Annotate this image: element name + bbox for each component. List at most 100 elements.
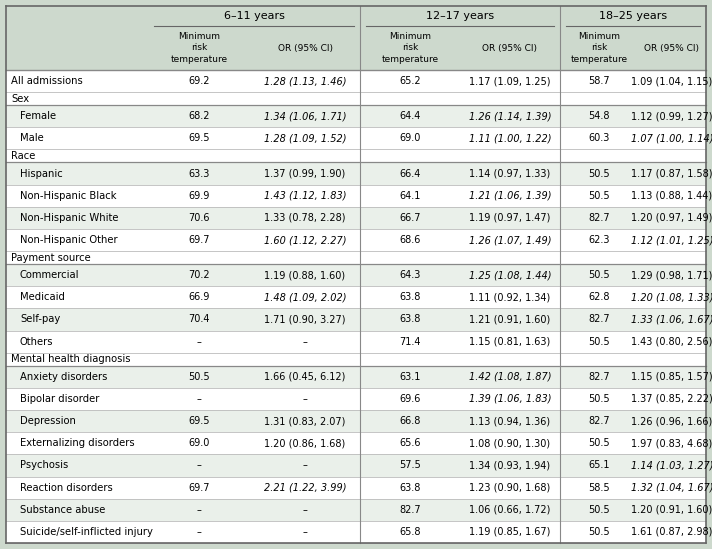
Text: 69.5: 69.5 <box>188 416 210 426</box>
Text: 1.43 (0.80, 2.56): 1.43 (0.80, 2.56) <box>632 337 712 346</box>
Text: 66.4: 66.4 <box>399 169 421 178</box>
Text: 65.2: 65.2 <box>399 76 421 86</box>
Text: Non-Hispanic Black: Non-Hispanic Black <box>20 191 117 201</box>
Text: 66.7: 66.7 <box>399 213 421 223</box>
Text: 64.4: 64.4 <box>399 111 421 121</box>
Text: 60.3: 60.3 <box>588 133 609 143</box>
Text: 1.21 (0.91, 1.60): 1.21 (0.91, 1.60) <box>469 315 550 324</box>
Text: 1.19 (0.97, 1.47): 1.19 (0.97, 1.47) <box>469 213 550 223</box>
Text: 1.09 (1.04, 1.15): 1.09 (1.04, 1.15) <box>632 76 712 86</box>
Text: 50.5: 50.5 <box>588 505 609 515</box>
Text: 58.5: 58.5 <box>588 483 609 492</box>
Text: 68.6: 68.6 <box>399 235 421 245</box>
Text: 64.3: 64.3 <box>399 270 421 280</box>
Bar <box>6 264 706 286</box>
Text: 82.7: 82.7 <box>588 315 609 324</box>
Text: 1.14 (1.03, 1.27): 1.14 (1.03, 1.27) <box>631 461 712 470</box>
Text: 1.29 (0.98, 1.71): 1.29 (0.98, 1.71) <box>632 270 712 280</box>
Text: 1.37 (0.99, 1.90): 1.37 (0.99, 1.90) <box>264 169 345 178</box>
Text: 70.6: 70.6 <box>188 213 210 223</box>
Text: –: – <box>303 505 308 515</box>
Text: Substance abuse: Substance abuse <box>20 505 105 515</box>
Text: 64.1: 64.1 <box>399 191 421 201</box>
Text: 50.5: 50.5 <box>188 372 210 382</box>
Text: 1.14 (0.97, 1.33): 1.14 (0.97, 1.33) <box>469 169 550 178</box>
Text: 50.5: 50.5 <box>588 270 609 280</box>
Text: 1.71 (0.90, 3.27): 1.71 (0.90, 3.27) <box>264 315 346 324</box>
Text: 1.31 (0.83, 2.07): 1.31 (0.83, 2.07) <box>264 416 346 426</box>
Text: –: – <box>197 505 201 515</box>
Text: 1.20 (0.86, 1.68): 1.20 (0.86, 1.68) <box>264 438 345 449</box>
Text: 1.13 (0.94, 1.36): 1.13 (0.94, 1.36) <box>469 416 550 426</box>
Text: 65.1: 65.1 <box>588 461 609 470</box>
Text: 63.1: 63.1 <box>399 372 421 382</box>
Text: 1.28 (1.09, 1.52): 1.28 (1.09, 1.52) <box>263 133 346 143</box>
Bar <box>6 309 706 330</box>
Text: 1.66 (0.45, 6.12): 1.66 (0.45, 6.12) <box>264 372 346 382</box>
Bar <box>6 366 706 388</box>
Text: Sex: Sex <box>11 94 29 104</box>
Text: 50.5: 50.5 <box>588 438 609 449</box>
Text: –: – <box>303 527 308 537</box>
Text: Self-pay: Self-pay <box>20 315 61 324</box>
Text: 1.60 (1.12, 2.27): 1.60 (1.12, 2.27) <box>263 235 346 245</box>
Text: 1.42 (1.08, 1.87): 1.42 (1.08, 1.87) <box>468 372 551 382</box>
Text: All admissions: All admissions <box>11 76 83 86</box>
Text: Minimum
risk
temperature: Minimum risk temperature <box>570 32 627 64</box>
Text: 66.8: 66.8 <box>399 416 421 426</box>
Text: Depression: Depression <box>20 416 76 426</box>
Text: 50.5: 50.5 <box>588 337 609 346</box>
Text: 66.9: 66.9 <box>188 292 210 302</box>
Text: Others: Others <box>20 337 53 346</box>
Text: OR (95% CI): OR (95% CI) <box>644 43 699 53</box>
Text: 62.3: 62.3 <box>588 235 609 245</box>
Text: 82.7: 82.7 <box>588 213 609 223</box>
Text: 1.19 (0.88, 1.60): 1.19 (0.88, 1.60) <box>264 270 345 280</box>
Text: 1.34 (1.06, 1.71): 1.34 (1.06, 1.71) <box>263 111 346 121</box>
Text: 1.20 (1.08, 1.33): 1.20 (1.08, 1.33) <box>631 292 712 302</box>
Text: 1.61 (0.87, 2.98): 1.61 (0.87, 2.98) <box>632 527 712 537</box>
Text: –: – <box>303 394 308 404</box>
Text: Hispanic: Hispanic <box>20 169 63 178</box>
Text: –: – <box>197 527 201 537</box>
Text: Externalizing disorders: Externalizing disorders <box>20 438 135 449</box>
Text: 1.12 (0.99, 1.27): 1.12 (0.99, 1.27) <box>632 111 712 121</box>
Text: 69.5: 69.5 <box>188 133 210 143</box>
Text: 57.5: 57.5 <box>399 461 421 470</box>
Text: OR (95% CI): OR (95% CI) <box>278 43 333 53</box>
Text: 12–17 years: 12–17 years <box>426 11 494 21</box>
Text: Medicaid: Medicaid <box>20 292 65 302</box>
Text: 1.11 (1.00, 1.22): 1.11 (1.00, 1.22) <box>468 133 551 143</box>
Text: 69.7: 69.7 <box>188 235 210 245</box>
Bar <box>6 455 706 477</box>
Text: 1.17 (0.87, 1.58): 1.17 (0.87, 1.58) <box>632 169 712 178</box>
Text: 1.13 (0.88, 1.44): 1.13 (0.88, 1.44) <box>632 191 712 201</box>
Bar <box>6 6 706 70</box>
Text: 1.26 (0.96, 1.66): 1.26 (0.96, 1.66) <box>632 416 712 426</box>
Text: 50.5: 50.5 <box>588 527 609 537</box>
Text: 70.2: 70.2 <box>188 270 210 280</box>
Bar <box>6 207 706 229</box>
Text: 1.21 (1.06, 1.39): 1.21 (1.06, 1.39) <box>468 191 551 201</box>
Text: Male: Male <box>20 133 43 143</box>
Text: 1.25 (1.08, 1.44): 1.25 (1.08, 1.44) <box>468 270 551 280</box>
Bar <box>6 163 706 184</box>
Text: OR (95% CI): OR (95% CI) <box>483 43 538 53</box>
Bar <box>6 410 706 432</box>
Text: 68.2: 68.2 <box>188 111 210 121</box>
Text: 1.97 (0.83, 4.68): 1.97 (0.83, 4.68) <box>632 438 712 449</box>
Text: 1.26 (1.14, 1.39): 1.26 (1.14, 1.39) <box>468 111 551 121</box>
Text: –: – <box>303 337 308 346</box>
Text: 70.4: 70.4 <box>188 315 210 324</box>
Text: Reaction disorders: Reaction disorders <box>20 483 112 492</box>
Text: Minimum
risk
temperature: Minimum risk temperature <box>382 32 439 64</box>
Text: 69.0: 69.0 <box>188 438 210 449</box>
Text: 18–25 years: 18–25 years <box>599 11 667 21</box>
Text: –: – <box>197 337 201 346</box>
Text: 65.8: 65.8 <box>399 527 421 537</box>
Text: Non-Hispanic White: Non-Hispanic White <box>20 213 118 223</box>
Text: 1.15 (0.85, 1.57): 1.15 (0.85, 1.57) <box>631 372 712 382</box>
Text: 1.37 (0.85, 2.22): 1.37 (0.85, 2.22) <box>631 394 712 404</box>
Text: 50.5: 50.5 <box>588 169 609 178</box>
Text: 82.7: 82.7 <box>399 505 421 515</box>
